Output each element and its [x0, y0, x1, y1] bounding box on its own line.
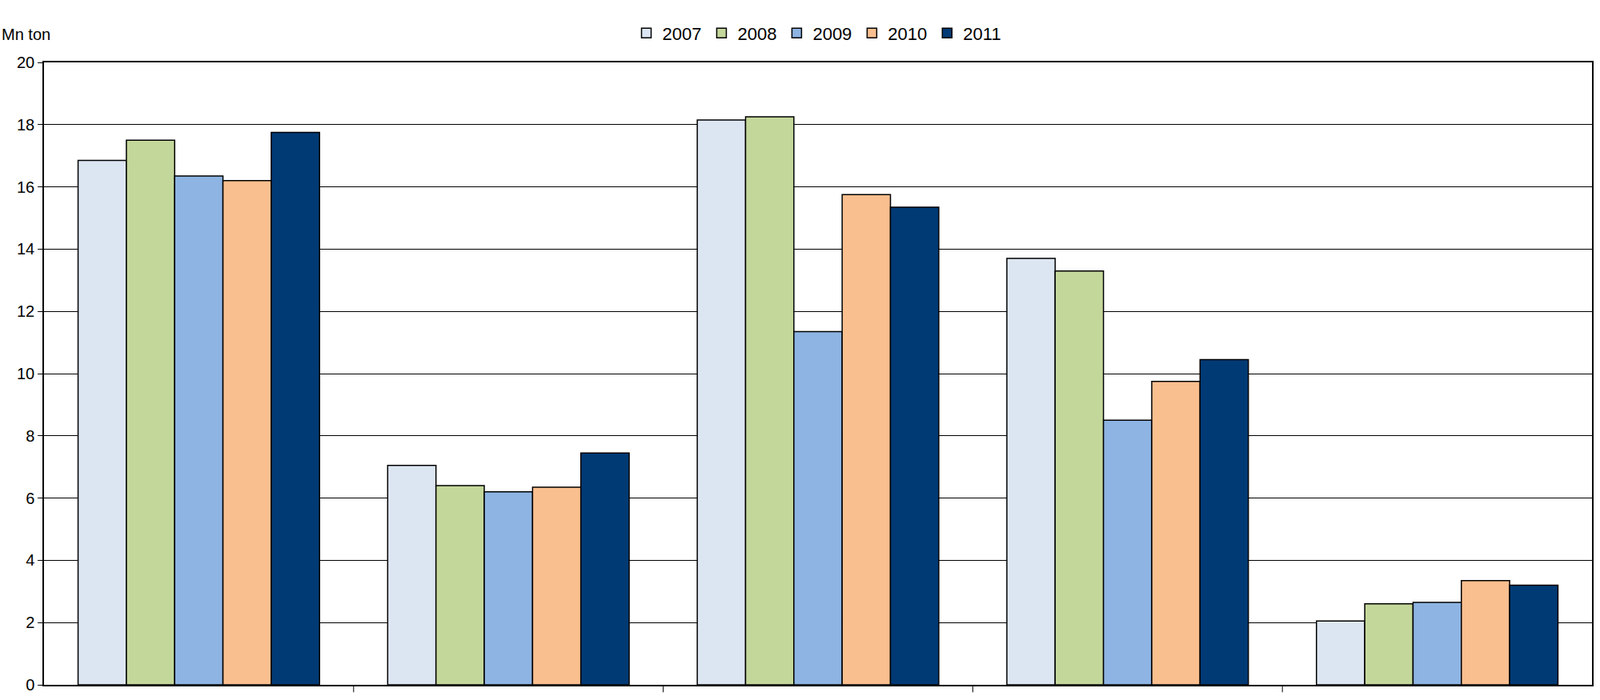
svg-text:20: 20 — [16, 53, 35, 72]
svg-text:18: 18 — [16, 116, 35, 134]
svg-text:Mn ton: Mn ton — [1, 25, 51, 44]
svg-text:8: 8 — [25, 427, 35, 446]
svg-text:2008: 2008 — [737, 24, 777, 45]
svg-text:2: 2 — [25, 613, 35, 632]
svg-text:2007: 2007 — [662, 24, 702, 45]
svg-text:2010: 2010 — [887, 24, 927, 45]
svg-text:4: 4 — [25, 551, 35, 570]
svg-text:2011: 2011 — [962, 24, 1001, 45]
svg-text:0: 0 — [25, 676, 35, 694]
svg-text:12: 12 — [16, 302, 35, 321]
svg-text:2009: 2009 — [812, 24, 852, 45]
svg-text:6: 6 — [25, 489, 35, 508]
svg-text:10: 10 — [16, 364, 35, 383]
svg-text:16: 16 — [16, 178, 35, 197]
svg-text:14: 14 — [16, 240, 35, 258]
